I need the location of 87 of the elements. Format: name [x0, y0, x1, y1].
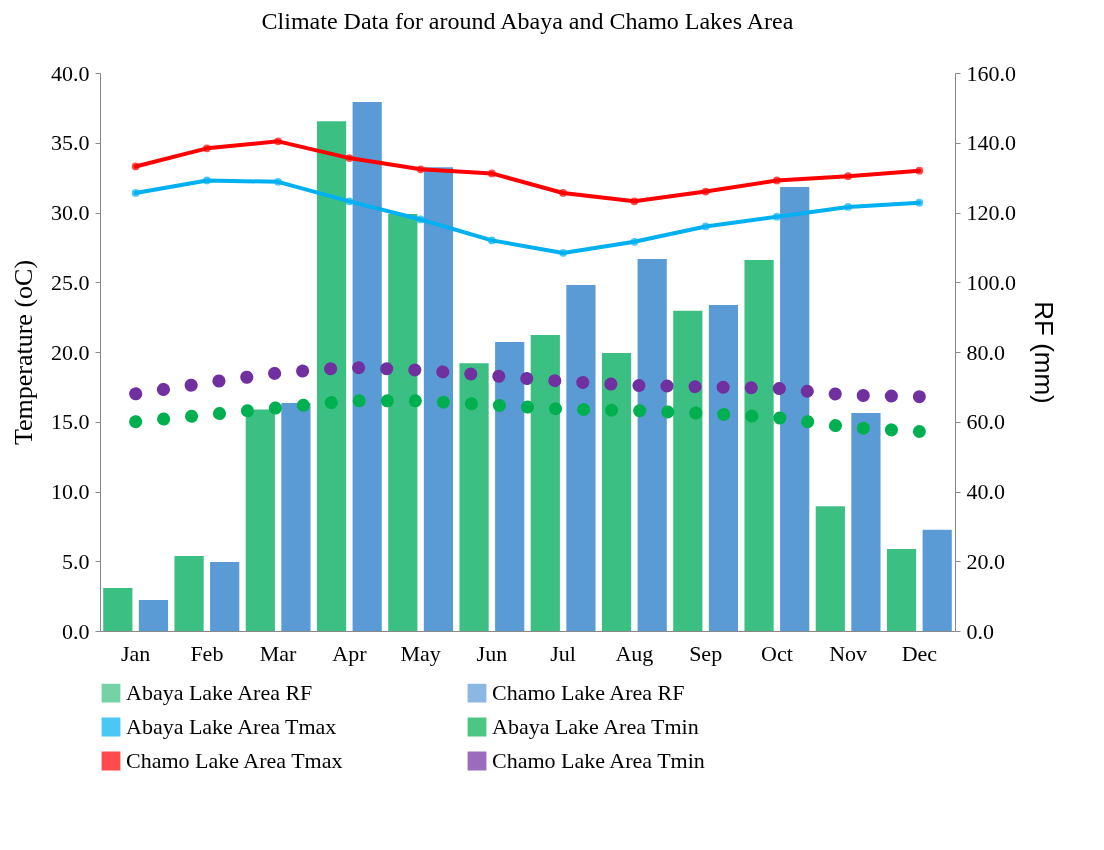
y2-tick-label: 20.0 — [966, 548, 1005, 574]
y2-axis-title: RF (mm) — [1029, 301, 1059, 404]
bar — [708, 304, 739, 631]
bar — [530, 334, 560, 631]
bar — [495, 341, 525, 631]
bar — [886, 549, 917, 631]
y-tick-label: 5.0 — [62, 548, 90, 574]
point — [274, 137, 282, 146]
bar — [922, 529, 952, 631]
bar — [744, 259, 774, 631]
y-axis-title: Temperature (oC) — [9, 259, 38, 446]
y-tick-label: 20.0 — [51, 339, 90, 365]
bar — [815, 506, 845, 631]
point — [416, 215, 425, 224]
bar — [174, 556, 204, 631]
point — [844, 172, 852, 181]
legend-label: Chamo Lake Area Tmin — [492, 748, 705, 773]
y2-tick-label: 80.0 — [966, 339, 1005, 365]
point — [488, 236, 496, 245]
point — [559, 189, 567, 197]
y2-tick-label: 140.0 — [966, 130, 1016, 156]
y-tick-label: 35.0 — [51, 130, 90, 156]
legend-label: Abaya Lake Area Tmin — [492, 714, 699, 739]
point — [416, 165, 425, 174]
y-tick-label: 15.0 — [51, 409, 90, 435]
bar — [423, 167, 454, 631]
point — [915, 198, 924, 207]
y2-tick-label: 60.0 — [966, 409, 1005, 435]
bar — [637, 258, 667, 631]
y-tick-label: 0.0 — [62, 618, 90, 644]
point — [274, 177, 282, 186]
x-tick-label: Mar — [259, 640, 298, 666]
x-tick-label: Aug — [615, 640, 654, 666]
y2-tick-label: 120.0 — [966, 200, 1016, 225]
point — [773, 176, 781, 185]
legend-label: Abaya Lake Area RF — [126, 680, 313, 706]
bar — [281, 402, 311, 631]
point — [203, 176, 211, 185]
bar — [103, 588, 133, 631]
point — [131, 189, 140, 197]
y2-tick-label: 100.0 — [966, 269, 1016, 295]
chart-title: Climate Data for around Abaya and Chamo Lakes Area — [261, 8, 794, 34]
x-tick-label: Oct — [760, 640, 793, 666]
x-tick-label: Sep — [689, 640, 723, 666]
point — [701, 187, 710, 196]
point — [203, 144, 211, 153]
point — [844, 203, 852, 211]
bar — [673, 310, 703, 631]
y-tick-label: 25.0 — [51, 269, 90, 295]
point — [915, 166, 924, 175]
x-tick-label: Apr — [332, 640, 368, 666]
bar — [566, 285, 596, 631]
y-tick-label: 10.0 — [51, 479, 90, 504]
point — [345, 197, 354, 206]
x-tick-label: Jul — [550, 640, 576, 666]
bar — [245, 409, 275, 631]
point — [630, 197, 639, 206]
x-tick-label: Jun — [476, 640, 508, 666]
bar — [601, 353, 632, 631]
point — [345, 154, 354, 162]
point — [773, 212, 781, 221]
bar — [316, 121, 347, 631]
x-tick-label: May — [400, 640, 441, 666]
legend-label: Chamo Lake Area Tmax — [126, 748, 343, 773]
bar — [388, 213, 418, 631]
bar — [210, 561, 240, 631]
x-tick-label: Dec — [901, 640, 938, 666]
bar — [459, 363, 489, 631]
y-tick-label: 40.0 — [51, 60, 90, 86]
point — [701, 222, 710, 231]
bar — [352, 101, 382, 631]
y2-tick-label: 160.0 — [966, 60, 1016, 86]
bar — [851, 413, 881, 631]
point — [630, 237, 639, 246]
x-tick-label: Nov — [829, 640, 868, 666]
y-tick-label: 30.0 — [51, 200, 90, 225]
y2-tick-label: 0.0 — [966, 618, 994, 644]
y2-tick-label: 40.0 — [966, 479, 1005, 504]
legend-label: Chamo Lake Area RF — [492, 680, 685, 706]
x-tick-label: Feb — [190, 640, 224, 666]
bar — [780, 187, 810, 631]
point — [559, 249, 567, 257]
legend-label: Abaya Lake Area Tmax — [126, 714, 337, 739]
bar — [138, 599, 169, 631]
point — [131, 162, 140, 171]
x-tick-label: Jan — [120, 640, 151, 666]
point — [488, 169, 496, 178]
